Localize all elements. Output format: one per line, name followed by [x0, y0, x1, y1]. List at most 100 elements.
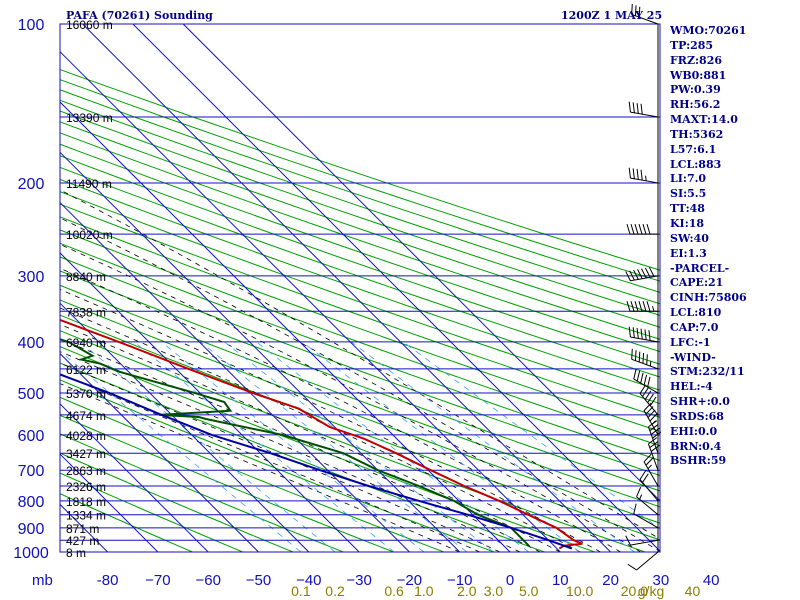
- height-label: 2863 m: [66, 464, 106, 478]
- isotherm: [60, 202, 410, 552]
- wind-barb: [628, 101, 659, 118]
- wind-barb: [625, 535, 659, 546]
- pressure-tick-label: 400: [18, 335, 45, 352]
- index-value: CAP:7.0: [670, 320, 719, 334]
- index-value: SRDS:68: [670, 409, 724, 423]
- mixing-ratio-label: 10.0: [566, 583, 593, 599]
- wind-barb: [628, 326, 659, 343]
- mixing-ratio-line: [200, 341, 468, 552]
- temperature-line: [60, 318, 583, 550]
- index-value: PW:0.39: [670, 83, 721, 97]
- wind-barb: [625, 267, 659, 282]
- wind-barb: [627, 551, 659, 571]
- index-value: SI:5.5: [670, 187, 707, 201]
- index-value: KI:18: [670, 216, 705, 230]
- temperature-tick-label: -80: [97, 572, 119, 589]
- pressure-tick-label: 300: [18, 269, 45, 286]
- index-value: SHR+:0.0: [670, 395, 730, 409]
- temperature-tick-label: −60: [195, 572, 220, 589]
- mixing-ratio-label: 3.0: [484, 583, 504, 599]
- wind-barbs: [625, 3, 662, 571]
- index-value: WB0:881: [670, 68, 727, 82]
- height-label: 7838 m: [66, 305, 106, 319]
- wind-barb: [633, 368, 659, 394]
- pressure-tick-label: 800: [18, 494, 45, 511]
- wind-barb: [628, 167, 659, 184]
- isotherm: [60, 101, 511, 552]
- index-value: -PARCEL-: [670, 261, 730, 275]
- height-label: 4674 m: [66, 409, 106, 423]
- wind-barb: [639, 470, 659, 502]
- isotherm: [132, 24, 660, 552]
- index-value: TH:5362: [670, 127, 724, 141]
- profile-lines: [60, 318, 583, 550]
- mixing-ratio-label: 0.6: [384, 583, 404, 599]
- mixing-ratio-label: 2.0: [457, 583, 477, 599]
- index-value: EHI:0.0: [670, 424, 718, 438]
- height-label: 8 m: [66, 546, 86, 560]
- temperature-tick-label: 30: [653, 572, 670, 589]
- wind-barb: [633, 503, 659, 529]
- temperature-tick-label: −20: [397, 572, 422, 589]
- index-value: MAXT:14.0: [670, 113, 738, 127]
- isotherm: [82, 24, 611, 552]
- pressure-tick-label: 500: [18, 386, 45, 403]
- pressure-tick-label: 700: [18, 463, 45, 480]
- index-value: STM:232/11: [670, 365, 745, 379]
- plot-frame: [59, 23, 661, 553]
- index-value: LFC:-1: [670, 335, 711, 349]
- index-value: EI:1.3: [670, 246, 707, 260]
- index-value: L57:6.1: [670, 142, 717, 156]
- moist-adiabat: [60, 373, 480, 552]
- wind-barb: [636, 486, 659, 516]
- height-label: 6122 m: [66, 363, 106, 377]
- temperature-tick-label: −70: [145, 572, 170, 589]
- index-value: LCL:810: [670, 306, 722, 320]
- height-label: 1334 m: [66, 509, 106, 523]
- isotherm: [60, 252, 360, 552]
- temperature-tick-label: 20: [602, 572, 619, 589]
- dry-adiabat: [60, 433, 344, 552]
- temperature-tick-label: 0: [506, 572, 514, 589]
- index-value: -WIND-: [670, 350, 716, 364]
- index-value: HEL:-4: [670, 380, 713, 394]
- height-label: 2326 m: [66, 480, 106, 494]
- height-label: 4028 m: [66, 429, 106, 443]
- temperature-tick-label: 10: [552, 572, 569, 589]
- mixing-ratio-unit: g/kg: [638, 583, 664, 599]
- height-label: 10020 m: [66, 228, 113, 242]
- height-label: 16060 m: [66, 18, 113, 32]
- index-value: LCL:883: [670, 157, 722, 171]
- grid-lines: [60, 24, 660, 552]
- isotherm: [60, 151, 461, 552]
- wind-barb: [626, 223, 658, 235]
- wind-barb: [626, 301, 658, 312]
- index-value: TP:285: [670, 38, 714, 52]
- pressure-tick-label: 900: [18, 521, 45, 538]
- mixing-ratio-label: 0.1: [291, 583, 311, 599]
- index-value: CINH:75806: [670, 291, 747, 305]
- wind-barb: [647, 437, 660, 471]
- dewpoint-line: [60, 338, 531, 547]
- wind-barb: [643, 453, 659, 487]
- height-label: 3427 m: [66, 447, 106, 461]
- temperature-tick-label: −30: [346, 572, 371, 589]
- index-value: LI:7.0: [670, 172, 707, 186]
- index-value: BRN:0.4: [670, 439, 722, 453]
- mixing-ratio-label: 1.0: [414, 583, 434, 599]
- observation-time: 1200Z 1 MAY 25: [561, 9, 663, 22]
- index-value: WMO:70261: [670, 24, 747, 37]
- parcel-line: [60, 373, 573, 550]
- moist-adiabat: [60, 189, 660, 540]
- height-label: 1818 m: [66, 495, 106, 509]
- height-label: 11490 m: [66, 177, 112, 191]
- mixing-ratio-label: 40: [685, 583, 701, 599]
- temperature-tick-label: 40: [703, 572, 720, 589]
- mixing-ratio-label: 5.0: [519, 583, 539, 599]
- pressure-tick-label: 100: [18, 17, 45, 34]
- wind-barb: [631, 348, 659, 370]
- height-label: 427 m: [66, 534, 99, 548]
- dry-adiabat: [60, 414, 394, 552]
- mixing-ratio-label: 0.2: [325, 583, 345, 599]
